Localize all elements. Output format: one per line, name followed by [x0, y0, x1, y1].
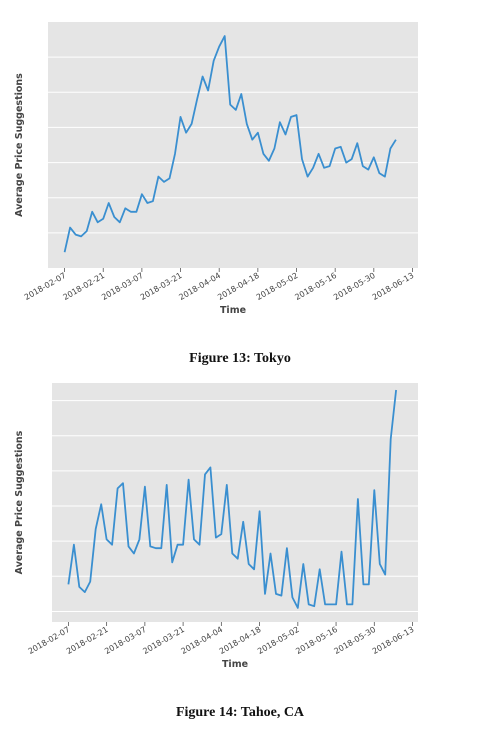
figure-caption: Figure 14: Tahoe, CA	[176, 705, 305, 720]
x-tick-label: 2018-02-21	[65, 625, 110, 656]
x-axis-label: Time	[222, 659, 248, 670]
x-tick-label: 2018-06-13	[371, 271, 416, 302]
x-tick-label: 2018-06-13	[371, 625, 416, 656]
plot-area	[52, 383, 418, 622]
y-axis-label: Average Price Suggestions	[14, 430, 25, 574]
x-tick-label: 2018-05-16	[293, 271, 338, 302]
data-line	[67, 389, 397, 609]
x-tick-label: 2018-03-21	[139, 271, 184, 302]
y-axis-label: Average Price Suggestions	[14, 73, 25, 217]
x-tick-label: 2018-05-02	[256, 625, 301, 656]
x-tick-label: 2018-04-18	[218, 625, 263, 656]
x-tick-label: 2018-04-04	[180, 625, 225, 656]
data-line	[63, 35, 397, 253]
x-tick-label: 2018-04-18	[216, 271, 261, 302]
plot-area	[48, 22, 418, 268]
x-tick-label: 2018-03-07	[103, 625, 148, 656]
x-tick-label: 2018-05-16	[294, 625, 339, 656]
x-tick-label: 2018-04-04	[177, 271, 222, 302]
x-tick-label: 2018-03-21	[141, 625, 186, 656]
x-tick-label: 2018-02-21	[61, 271, 106, 302]
x-tick-label: 2018-03-07	[100, 271, 145, 302]
x-tick-label: 2018-02-07	[27, 625, 72, 656]
x-tick-label: 2018-05-02	[255, 271, 300, 302]
x-tick-label: 2018-05-30	[333, 625, 378, 656]
x-axis-label: Time	[220, 305, 246, 316]
figure-caption: Figure 13: Tokyo	[189, 351, 291, 366]
x-tick-label: 2018-05-30	[332, 271, 377, 302]
x-tick-label: 2018-02-07	[23, 271, 68, 302]
